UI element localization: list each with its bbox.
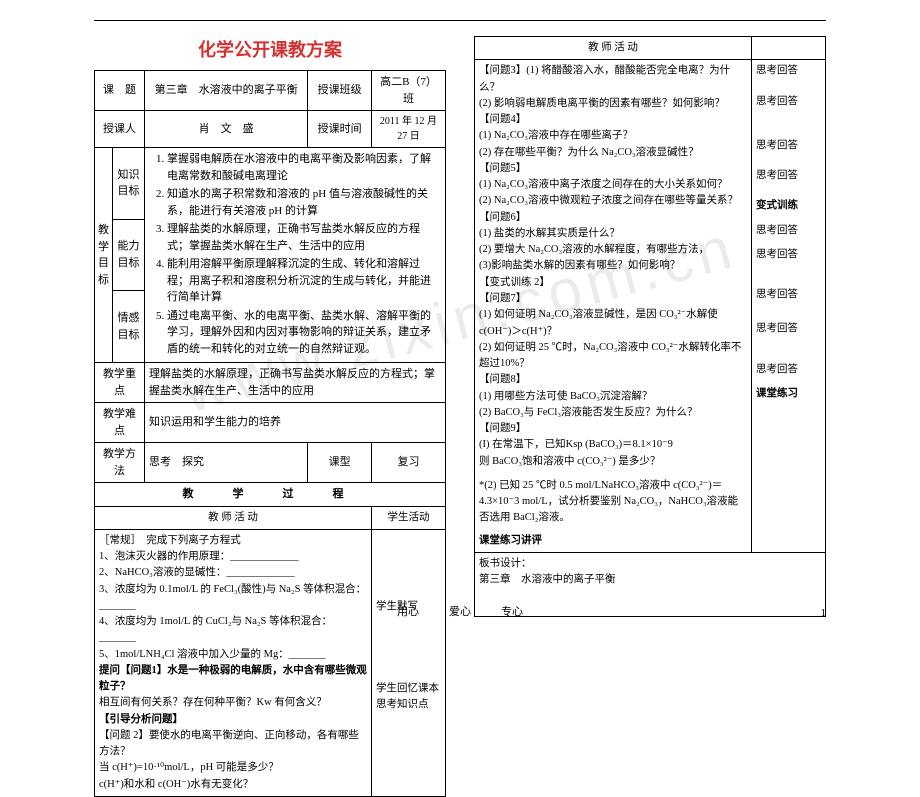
goal-item: 能利用溶解平衡原理解释沉淀的生成、转化和溶解过程；用离子积和溶度积分析沉淀的生成… (167, 256, 441, 306)
goal3-label: 情感目标 (113, 291, 145, 363)
type-label: 课型 (308, 443, 372, 483)
routine-item: 1、泡沫灭火器的作用原理：_____________ (99, 549, 367, 565)
board-text: 第三章 水溶液中的离子平衡 (479, 572, 821, 588)
q4c: (2) 存在哪些平衡？为什么 Na₂CO₃溶液显碱性？ (479, 145, 747, 161)
q5: 【问题5】 (479, 161, 747, 177)
student-activity-left: 学生默写 学生回忆课本思考知识点 (372, 529, 446, 796)
routine-item: 3、浓度均为 0.1mol/L 的 FeCl₃(酸性)与 Na₂S 等体积混合：… (99, 582, 367, 615)
lead-label: 【引导分析问题】 (99, 714, 183, 725)
routine-item: 5、1mol/LNH₄Cl 溶液中加入少量的 Mg：_______ (99, 647, 367, 663)
q9b: (I) 在常温下，已知Ksp (BaCO₃)＝8.1×10⁻9 (479, 437, 747, 453)
q7: 【问题7】 (479, 291, 747, 307)
q8c: (2) BaCO₃与 FeCl₃溶液能否发生反应？为什么？ (479, 405, 747, 421)
q4b: (1) Na₂CO₃溶液中存在哪些离子？ (479, 128, 747, 144)
variant-title: 【变式训练 2】 (479, 275, 747, 291)
routine-item: 4、浓度均为 1mol/L 的 CuCl₂与 Na₂S 等体积混合：______… (99, 614, 367, 647)
time-label: 授课时间 (308, 111, 372, 148)
teacher: 肖 文 盛 (145, 111, 308, 148)
student-recall: 学生回忆课本思考知识点 (376, 681, 441, 714)
q6b: (1) 盐类的水解其实质是什么？ (479, 226, 747, 242)
teacher-label: 授课人 (95, 111, 145, 148)
process-title: 教 学 过 程 (95, 483, 446, 507)
student-think: 思考回答 (756, 138, 821, 154)
goal-item: 通过电离平衡、水的电离平衡、盐类水解、溶解平衡的学习，理解外因和内因对事物影响的… (167, 308, 441, 358)
q10: *(2) 已知 25 ℃时 0.5 mol/LNaHCO₃溶液中 c(CO₃²⁻… (479, 478, 747, 527)
goal-item: 知道水的离子积常数和溶液的 pH 值与溶液酸碱性的关系，能进行有关溶液 pH 的… (167, 186, 441, 219)
q7c: (2) 如何证明 25 ℃时，Na₂CO₃溶液中 CO₃²⁻水解转化率不超过10… (479, 340, 747, 373)
student-variant: 变式训练 (756, 200, 798, 211)
student-activity-right: 思考回答 思考回答 思考回答 思考回答 变式训练 思考回答 思考回答 思考回答 (752, 60, 826, 553)
topic: 第三章 水溶液中的离子平衡 (145, 71, 308, 111)
question2c: c(H⁺)和水和 c(OH⁻)水有无变化？ (99, 777, 367, 793)
q3b: (2) 影响弱电解质电离平衡的因素有哪些？如何影响？ (479, 96, 747, 112)
focus-label: 教学重点 (95, 363, 145, 403)
q5b: (1) Na₂CO₃溶液中离子浓度之间存在的大小关系如何？ (479, 177, 747, 193)
q5c: (2) Na₂CO₃溶液中微观粒子浓度之间存在哪些等量关系？ (479, 193, 747, 209)
question1: 提问【问题1】水是一种极弱的电解质，水中含有哪些微观粒子？ (99, 665, 367, 692)
class-label: 授课班级 (308, 71, 372, 111)
student-think: 思考回答 (756, 94, 821, 110)
focus-text: 理解盐类的水解原理，正确书写盐类水解反应的方程式；掌握盐类水解在生产、生活中的应… (145, 363, 446, 403)
student-think: 思考回答 (756, 287, 821, 303)
q7b: (1) 如何证明 Na₂CO₃溶液显碱性，是因 CO₃²⁻水解使 c(OH⁻)＞… (479, 307, 747, 340)
q6d: (3)影响盐类水解的因素有哪些？如何影响？ (479, 258, 747, 274)
student-think: 思考回答 (756, 223, 821, 239)
goal2-label: 能力目标 (113, 219, 145, 291)
goals-side: 教学目标 (95, 148, 113, 363)
method-text: 思考 探究 (145, 443, 308, 483)
question2: 【问题 2】要使水的电离平衡逆向、正向移动，各有哪些方法？ (99, 728, 367, 761)
method-label: 教学方法 (95, 443, 145, 483)
type-text: 复习 (372, 443, 446, 483)
q9c: 则 BaCO₃饱和溶液中 c(CO₃²⁻) 是多少？ (479, 454, 747, 470)
student-think: 思考回答 (756, 168, 821, 184)
routine-item: 2、NaHCO₃溶液的显碱性：_____________ (99, 565, 367, 581)
q8: 【问题8】 (479, 372, 747, 388)
student-think: 思考回答 (756, 63, 821, 79)
teacher-activity-left: ［常规］ 完成下列离子方程式 1、泡沫灭火器的作用原理：____________… (95, 529, 372, 796)
q4: 【问题4】 (479, 112, 747, 128)
activities-right-table: 教 师 活 动 【问题3】(1) 将醋酸溶入水，醋酸能否完全电离？为什么？ (2… (474, 36, 826, 617)
student-think: 思考回答 (756, 321, 821, 337)
lesson-plan-table: 课 题 第三章 水溶液中的离子平衡 授课班级 高二B（7）班 授课人 肖 文 盛… (94, 70, 446, 797)
q3: 【问题3】(1) 将醋酸溶入水，醋酸能否完全电离？为什么？ (479, 63, 747, 96)
diff-label: 教学难点 (95, 403, 145, 443)
q6c: (2) 要增大 Na₂CO₃溶液的水解程度，有哪些方法， (479, 242, 747, 258)
goals-cell: 掌握弱电解质在水溶液中的电离平衡及影响因素，了解电离常数和酸碱电离理论 知道水的… (145, 148, 446, 363)
class: 高二B（7）班 (372, 71, 446, 111)
student-practice: 课堂练习 (756, 388, 798, 399)
practice-title: 课堂练习讲评 (479, 535, 542, 546)
left-column: 化学公开课教方案 课 题 第三章 水溶液中的离子平衡 授课班级 高二B（7）班 … (94, 36, 446, 589)
teacher-col-header-r: 教 师 活 动 (475, 37, 752, 60)
goal-item: 理解盐类的水解原理，正确书写盐类水解反应的方程式；掌握盐类水解在生产、生活中的应… (167, 221, 441, 254)
footer-b: 爱心 (449, 603, 471, 619)
doc-title: 化学公开课教方案 (94, 36, 446, 62)
q6: 【问题6】 (479, 210, 747, 226)
question2b: 当 c(H⁺)=10·¹⁰mol/L，pH 可能是多少？ (99, 760, 367, 776)
diff-text: 知识运用和学生能力的培养 (145, 403, 446, 443)
teacher-col-header: 教 师 活 动 (95, 506, 372, 529)
q9: 【问题9】 (479, 421, 747, 437)
topic-label: 课 题 (95, 71, 145, 111)
time: 2011 年 12 月 27 日 (372, 111, 446, 148)
board-cell: 板书设计： 第三章 水溶液中的离子平衡 (475, 552, 826, 616)
q8b: (1) 用哪些方法可使 BaCO₃沉淀溶解？ (479, 389, 747, 405)
routine-title: ［常规］ 完成下列离子方程式 (99, 533, 367, 549)
right-column: 教 师 活 动 【问题3】(1) 将醋酸溶入水，醋酸能否完全电离？为什么？ (2… (474, 36, 826, 589)
student-col-header-r (752, 37, 826, 60)
teacher-activity-right: 【问题3】(1) 将醋酸溶入水，醋酸能否完全电离？为什么？ (2) 影响弱电解质… (475, 60, 752, 553)
student-write: 学生默写 (376, 599, 441, 615)
student-think: 思考回答 (756, 362, 821, 378)
student-col-header: 学生活动 (372, 506, 446, 529)
question1b: 相互间有何关系？存在何种平衡？Kw 有何含义？ (99, 695, 367, 711)
board-label: 板书设计： (479, 556, 821, 572)
goal-item: 掌握弱电解质在水溶液中的电离平衡及影响因素，了解电离常数和酸碱电离理论 (167, 151, 441, 184)
goal1-label: 知识目标 (113, 148, 145, 220)
student-think: 思考回答 (756, 247, 821, 263)
